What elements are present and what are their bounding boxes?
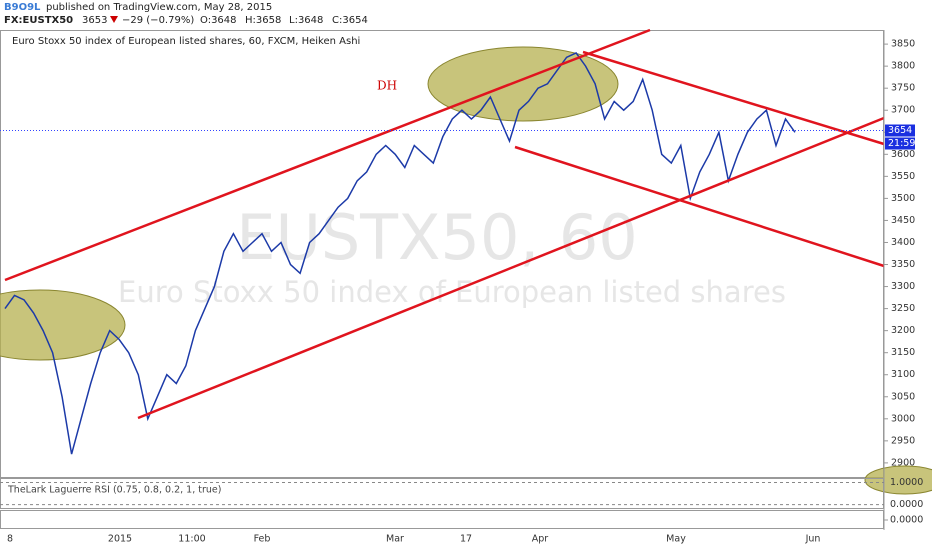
- y-tick-label: 0.0000: [890, 515, 923, 526]
- ohlc-close: C:3654: [332, 15, 368, 26]
- y-tick-label: 2950: [891, 435, 915, 446]
- y-tick-label: 3250: [891, 303, 915, 314]
- chart-title: Euro Stoxx 50 index of European listed s…: [12, 36, 360, 47]
- trend-line: [514, 145, 885, 268]
- trend-line: [582, 50, 885, 146]
- symbol: FX:EUSTX50: [4, 15, 73, 26]
- countdown-box: [885, 137, 915, 150]
- y-tick-label: 3500: [891, 193, 915, 204]
- y-tick-label: 3700: [891, 105, 915, 116]
- ohlc-open: O:3648: [200, 15, 237, 26]
- watermark: EUSTX50, 60: [236, 201, 637, 274]
- y-tick-label: 3600: [891, 149, 915, 160]
- last: 3653: [82, 15, 107, 26]
- y-tick-label: 3300: [891, 281, 915, 292]
- down-arrow: [110, 16, 118, 23]
- y-tick-label: 3100: [891, 369, 915, 380]
- price-line: [4, 51, 796, 455]
- x-tick-label: 17: [460, 534, 472, 545]
- publisher: B9O9L: [4, 2, 41, 13]
- published: published on TradingView.com, May 28, 20…: [46, 2, 272, 13]
- countdown: 21:59: [888, 138, 915, 149]
- x-tick-label: Apr: [532, 534, 549, 545]
- y-tick-label: 3800: [891, 61, 915, 72]
- y-tick-label: 3200: [891, 325, 915, 336]
- price-layer: [4, 51, 796, 455]
- y-tick-label: 3850: [891, 39, 915, 50]
- x-tick-label: 8: [7, 534, 13, 545]
- annotation: DH: [377, 79, 397, 93]
- trend-lines: [4, 28, 885, 420]
- last-price-box: [885, 124, 915, 137]
- ellipse: [0, 289, 126, 361]
- change: −29 (−0.79%): [122, 15, 194, 26]
- last-price-label: 3654: [888, 125, 912, 136]
- trend-line: [137, 116, 885, 420]
- y-tick-label: 1.0000: [890, 477, 923, 488]
- x-tick-label: Feb: [254, 534, 271, 545]
- y-tick-label: 3050: [891, 391, 915, 402]
- indicator-title: TheLark Laguerre RSI (0.75, 0.8, 0.2, 1,…: [7, 485, 221, 496]
- x-tick-label: May: [666, 534, 686, 545]
- ohlc-high: H:3658: [245, 15, 281, 26]
- y-tick-label: 3350: [891, 259, 915, 270]
- x-tick-label: Mar: [386, 534, 404, 545]
- y-tick-label: 3150: [891, 347, 915, 358]
- x-tick-label: 11:00: [178, 534, 205, 545]
- x-tick-label: 2015: [108, 534, 132, 545]
- y-tick-label: 0.0000: [890, 499, 923, 510]
- y-tick-label: 3400: [891, 237, 915, 248]
- ohlc-low: L:3648: [289, 15, 323, 26]
- y-tick-label: 3750: [891, 83, 915, 94]
- x-tick-label: Jun: [805, 534, 821, 545]
- y-tick-label: 3000: [891, 413, 915, 424]
- y-tick-label: 2900: [891, 457, 915, 468]
- ellipse: [427, 46, 619, 122]
- y-tick-label: 3550: [891, 171, 915, 182]
- ellipse: [864, 465, 932, 495]
- y-tick-label: 3450: [891, 215, 915, 226]
- trend-line: [4, 28, 651, 282]
